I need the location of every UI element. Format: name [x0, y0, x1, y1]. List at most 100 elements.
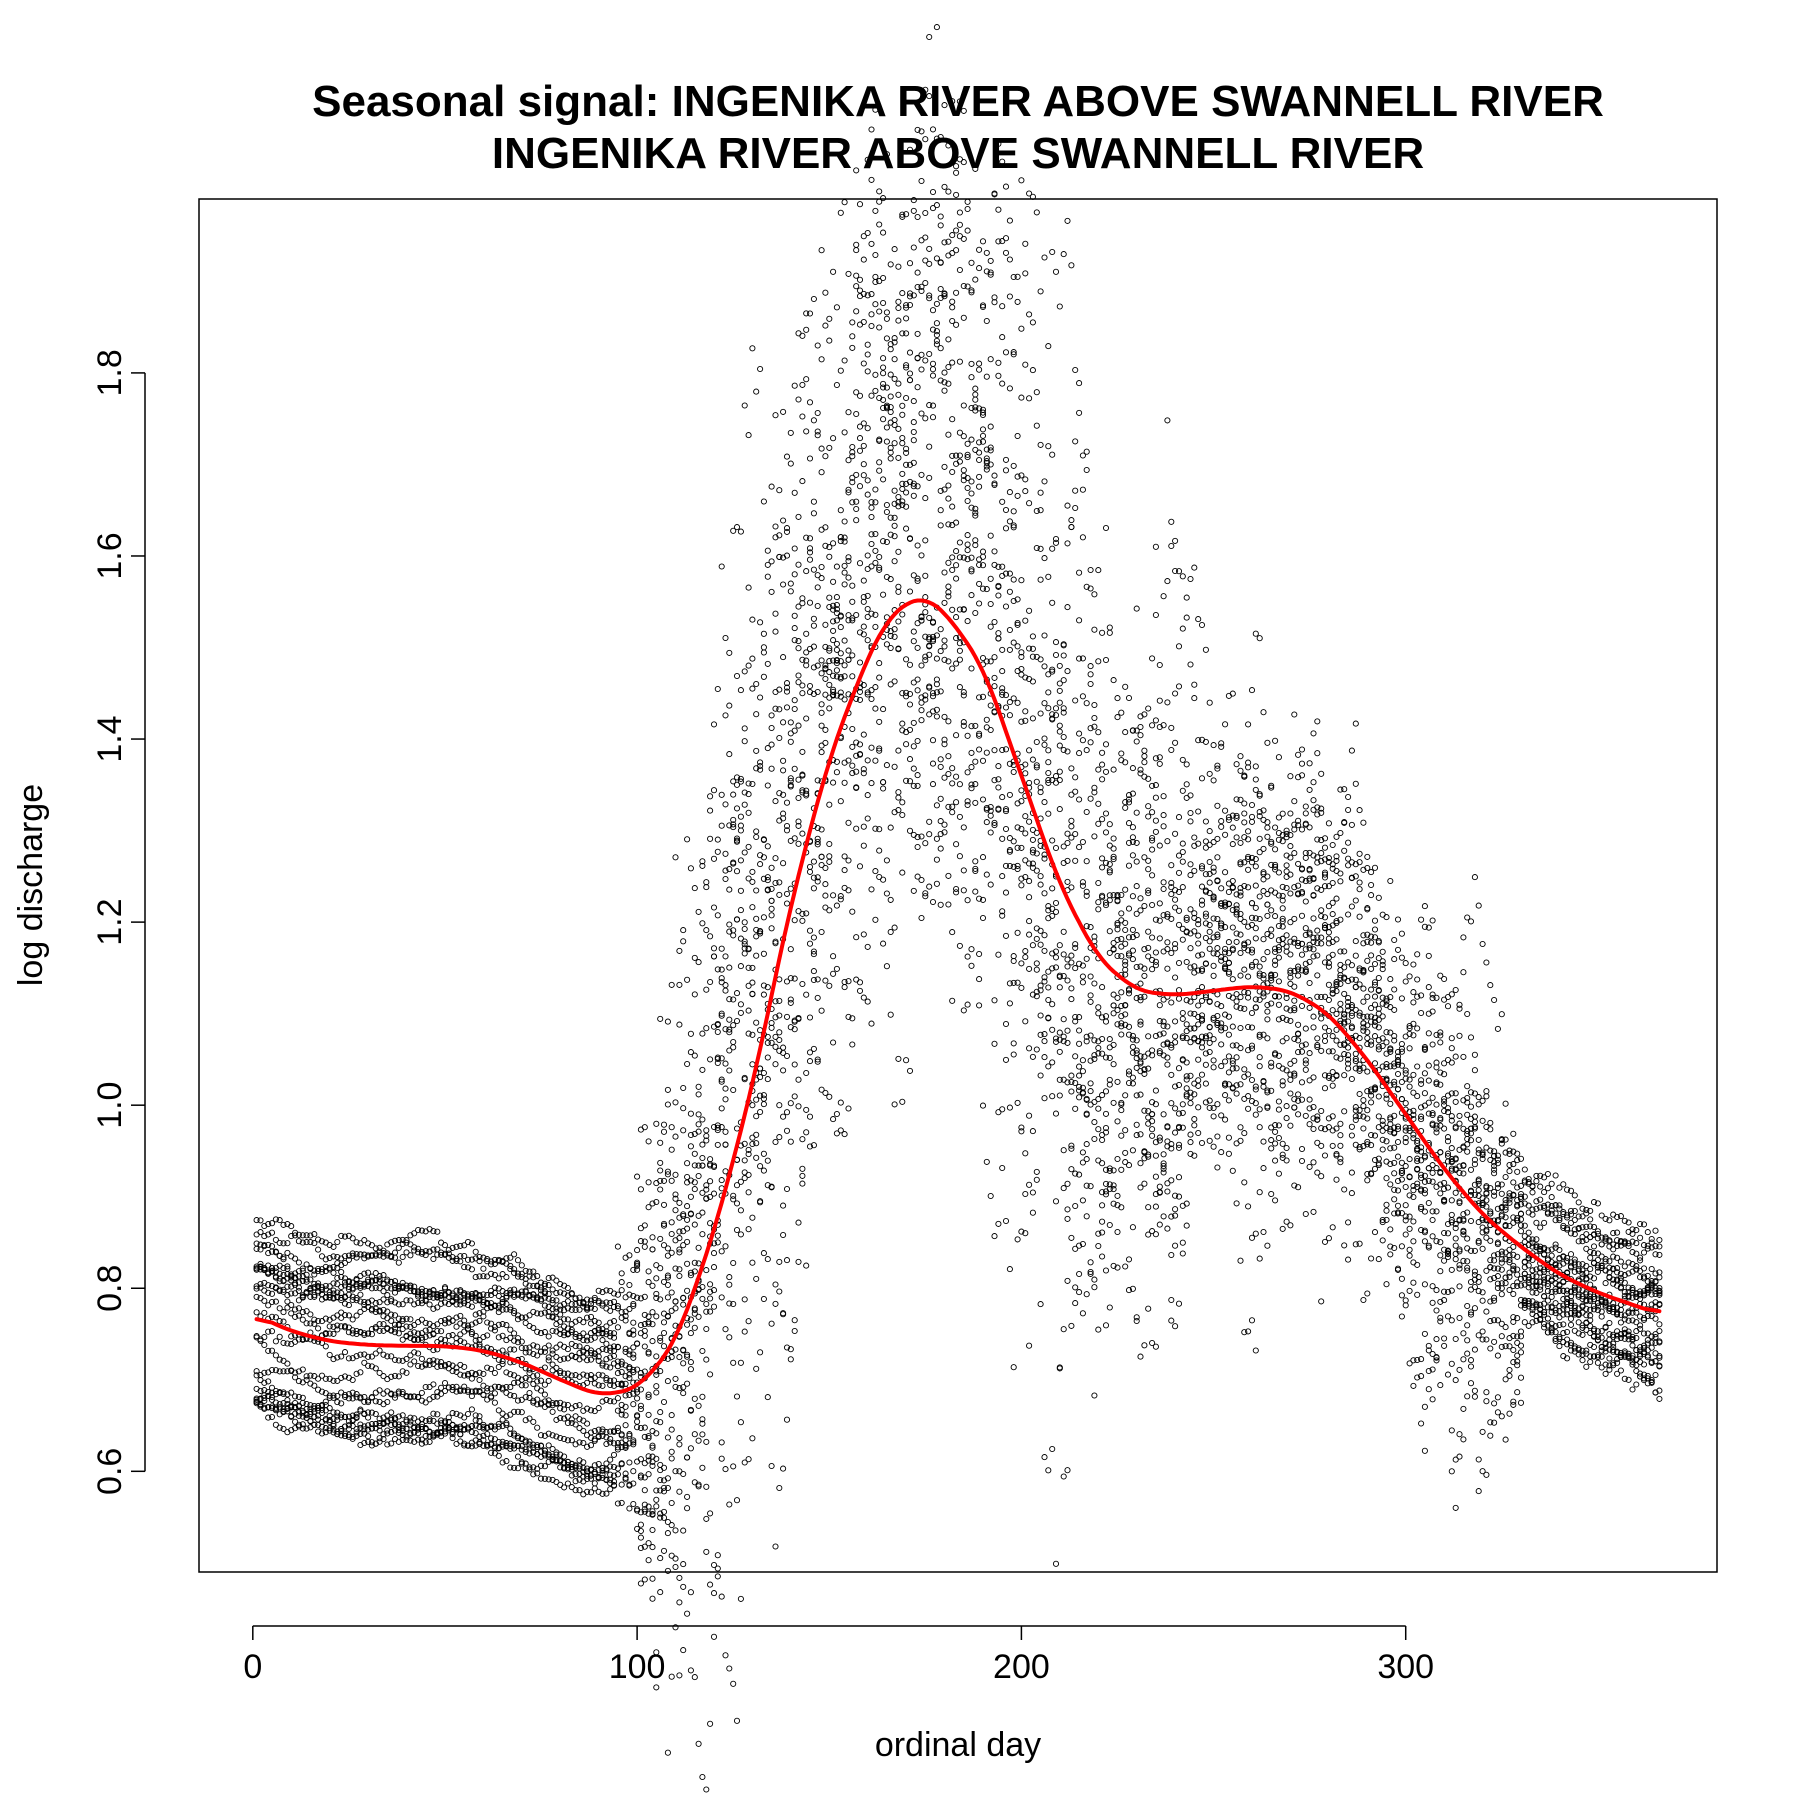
data-point [795, 822, 802, 829]
data-point [880, 706, 887, 713]
data-point [918, 707, 925, 714]
data-point [830, 637, 837, 644]
data-point [1022, 488, 1029, 495]
data-point [960, 887, 967, 894]
data-point [968, 289, 975, 296]
data-point [641, 1293, 648, 1300]
data-point [580, 1439, 587, 1447]
data-point [1414, 1291, 1421, 1298]
data-point [1583, 1312, 1590, 1319]
data-point [887, 824, 894, 831]
data-point [1049, 545, 1056, 552]
data-point [1552, 1288, 1559, 1295]
data-point [261, 1309, 268, 1316]
data-point [507, 1326, 514, 1333]
data-point [1252, 1083, 1259, 1090]
data-point [1175, 852, 1183, 859]
data-point [438, 1328, 445, 1335]
data-point [495, 1407, 502, 1414]
data-point [1640, 1330, 1648, 1337]
data-point [591, 1353, 598, 1360]
data-point [795, 818, 802, 825]
data-point [1245, 1328, 1252, 1335]
data-point [1125, 905, 1133, 912]
data-point [1002, 525, 1010, 532]
data-point [999, 912, 1006, 919]
data-point [1298, 826, 1306, 833]
data-point [1233, 1200, 1240, 1207]
data-point [1083, 1291, 1090, 1298]
data-point [722, 867, 729, 874]
data-point [376, 1387, 383, 1394]
data-point [1364, 1029, 1371, 1036]
data-point [887, 393, 894, 400]
data-point [1456, 1453, 1463, 1460]
data-point [526, 1369, 533, 1377]
data-point [514, 1408, 522, 1415]
data-point [1491, 1419, 1498, 1426]
data-point [649, 1462, 656, 1469]
data-point [1337, 916, 1344, 923]
data-point [1164, 1188, 1171, 1195]
data-point [1041, 632, 1048, 639]
data-point [1375, 1024, 1382, 1031]
data-point [511, 1408, 518, 1415]
data-point [265, 1378, 272, 1385]
data-point [868, 540, 875, 548]
data-point [868, 780, 875, 787]
data-point [1383, 1064, 1390, 1071]
data-point [803, 568, 810, 575]
data-point [1149, 901, 1156, 909]
data-point [384, 1308, 391, 1315]
data-point [503, 1413, 510, 1420]
data-point [1510, 1398, 1517, 1405]
data-point [787, 429, 794, 436]
data-point [1068, 1088, 1075, 1095]
data-point [703, 1438, 710, 1445]
data-point [288, 1333, 295, 1340]
data-point [768, 724, 775, 732]
data-point [599, 1337, 606, 1344]
data-point [1083, 1141, 1090, 1148]
data-point [253, 1309, 260, 1316]
data-point [630, 1344, 637, 1351]
data-point [937, 626, 944, 633]
data-point [956, 656, 963, 663]
data-point [791, 637, 798, 644]
data-point [964, 198, 971, 205]
data-point [318, 1388, 326, 1395]
data-point [776, 487, 783, 494]
data-point [1467, 1357, 1475, 1364]
data-point [1279, 1140, 1286, 1147]
data-point [1264, 912, 1271, 919]
data-point [1141, 902, 1148, 910]
data-point [1314, 1139, 1321, 1146]
data-point [949, 566, 956, 574]
data-point [722, 1466, 729, 1473]
data-point [426, 1326, 433, 1333]
data-point [399, 1388, 406, 1396]
data-point [292, 1374, 299, 1381]
data-point [653, 1684, 660, 1691]
data-point [407, 1323, 414, 1330]
data-point [1056, 1048, 1063, 1055]
data-point [1010, 1040, 1017, 1047]
data-point [1118, 953, 1125, 960]
data-point [845, 457, 852, 464]
data-point [730, 1196, 737, 1203]
data-point [1029, 860, 1036, 867]
data-point [376, 1321, 383, 1328]
chart-title: Seasonal signal: INGENIKA RIVER ABOVE SW… [312, 77, 1604, 126]
data-point [1414, 1155, 1421, 1162]
data-point [1241, 810, 1248, 817]
data-point [1506, 1372, 1513, 1379]
data-point [1252, 1230, 1259, 1237]
data-point [1306, 760, 1313, 767]
data-point [968, 764, 975, 771]
data-point [1437, 1268, 1444, 1275]
data-point [714, 1565, 721, 1572]
data-point [791, 975, 798, 982]
data-point [1494, 1394, 1501, 1401]
data-point [1064, 1079, 1071, 1086]
data-point [1517, 1374, 1525, 1381]
